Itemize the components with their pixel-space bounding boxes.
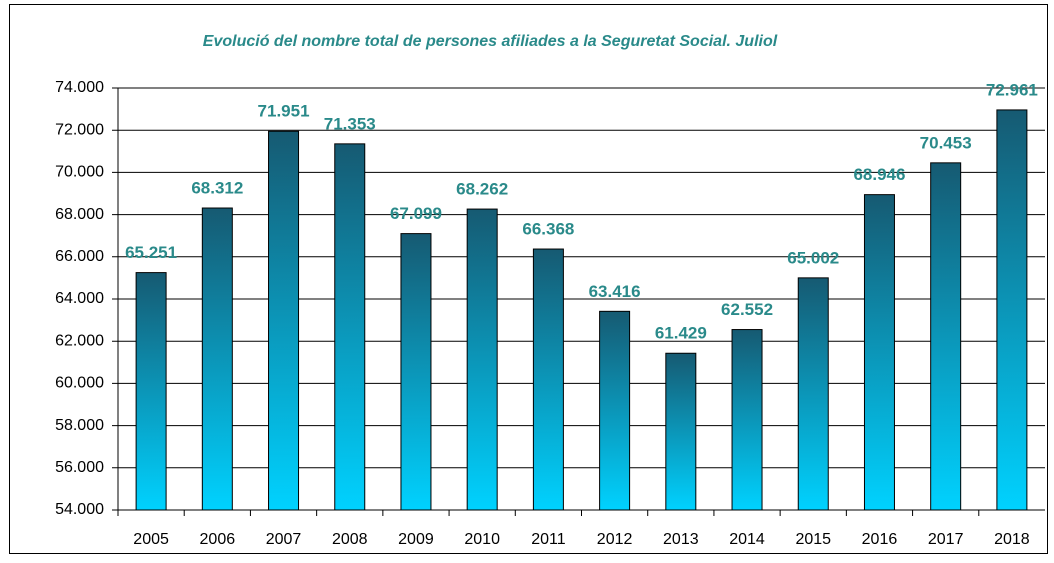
y-tick-label: 54.000 (55, 501, 104, 518)
x-tick-label: 2008 (332, 531, 368, 548)
y-tick-label: 72.000 (55, 121, 104, 138)
y-tick-label: 60.000 (55, 375, 104, 392)
x-tick-label: 2005 (133, 531, 169, 548)
value-label: 68.262 (456, 180, 508, 199)
value-label: 68.312 (191, 179, 243, 198)
x-tick-label: 2017 (928, 531, 964, 548)
value-label: 63.416 (589, 282, 641, 301)
bar (268, 130, 300, 511)
x-tick-label: 2013 (663, 531, 699, 548)
x-tick-label: 2010 (464, 531, 500, 548)
value-label: 65.002 (787, 248, 839, 267)
value-label: 67.099 (390, 204, 442, 223)
y-tick-label: 66.000 (55, 248, 104, 265)
x-tick-label: 2016 (862, 531, 898, 548)
x-tick-label: 2018 (994, 531, 1030, 548)
bar (731, 329, 763, 511)
bar (665, 352, 697, 511)
bar (135, 272, 167, 511)
value-label: 65.251 (125, 243, 177, 262)
y-tick-label: 64.000 (55, 290, 104, 307)
bar (334, 143, 366, 511)
value-label: 68.946 (853, 165, 905, 184)
bar (466, 208, 498, 511)
x-tick-label: 2009 (398, 531, 434, 548)
value-label: 62.552 (721, 300, 773, 319)
y-tick-label: 68.000 (55, 206, 104, 223)
x-tick-label: 2012 (597, 531, 633, 548)
bar (797, 277, 829, 511)
bar (863, 194, 895, 511)
bar (201, 207, 233, 511)
value-label: 71.951 (258, 102, 310, 121)
bar (532, 248, 564, 511)
x-tick-label: 2014 (729, 531, 765, 548)
value-label: 72.961 (986, 80, 1038, 99)
x-tick-label: 2015 (795, 531, 831, 548)
y-tick-label: 56.000 (55, 459, 104, 476)
value-label: 70.453 (920, 133, 972, 152)
x-tick-label: 2007 (266, 531, 302, 548)
x-tick-label: 2006 (200, 531, 236, 548)
value-label: 61.429 (655, 324, 707, 343)
chart-title: Evolució del nombre total de persones af… (203, 33, 778, 50)
value-label: 71.353 (324, 114, 376, 133)
y-tick-label: 74.000 (55, 79, 104, 96)
bar (400, 233, 432, 511)
y-tick-label: 62.000 (55, 332, 104, 349)
x-tick-label: 2011 (531, 531, 566, 548)
bar (599, 310, 631, 511)
bar (996, 109, 1028, 511)
y-tick-label: 70.000 (55, 164, 104, 181)
bar (930, 162, 962, 511)
value-label: 66.368 (522, 220, 574, 239)
y-tick-label: 58.000 (55, 417, 104, 434)
